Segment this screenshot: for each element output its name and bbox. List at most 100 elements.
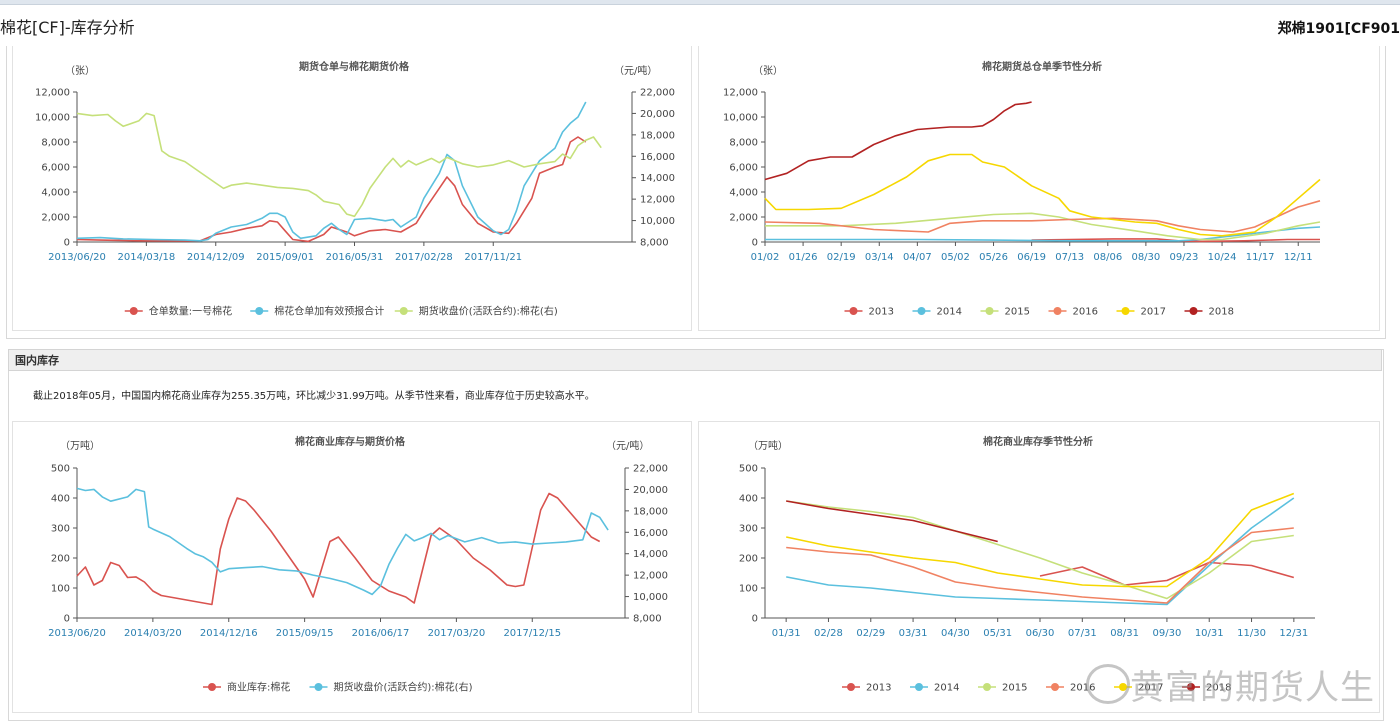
right-axis-unit: （元/吨） (614, 64, 657, 77)
legend-item: 2016 (1046, 683, 1095, 694)
x-tick-label: 03/14 (865, 252, 894, 263)
x-tick-label: 07/13 (1055, 252, 1084, 263)
inventory-note: 截止2018年05月，中国国内棉花商业库存为255.35万吨，环比减少31.99… (33, 391, 595, 402)
y-tick-label-left: 4,000 (729, 188, 758, 199)
legend-marker (849, 307, 858, 315)
legend-marker (1051, 683, 1059, 691)
legend-marker (399, 307, 408, 315)
legend-marker (983, 683, 991, 691)
x-tick-label: 2017/11/21 (464, 252, 522, 263)
y-tick-label-right: 12,000 (633, 571, 668, 582)
x-tick-label: 08/30 (1131, 252, 1160, 263)
y-tick-label-right: 8,000 (633, 614, 662, 625)
x-tick-label: 07/31 (1068, 628, 1097, 639)
y-tick-label-left: 200 (51, 554, 70, 565)
y-tick-label-left: 10,000 (35, 113, 70, 124)
y-tick-label-right: 16,000 (640, 152, 675, 163)
x-tick-label: 12/31 (1279, 628, 1308, 639)
left-axis-unit: （张） (65, 65, 95, 77)
y-tick-label-left: 300 (51, 524, 70, 535)
legend-item: 2018 (1182, 683, 1231, 694)
chart-title: 棉花期货总仓单季节性分析 (982, 60, 1102, 73)
right-axis-unit: （元/吨） (606, 439, 649, 452)
legend-label: 期货收盘价(活跃合约):棉花(右) (419, 305, 558, 318)
x-tick-label: 2016/05/31 (326, 252, 384, 263)
series-line (764, 101, 1032, 181)
legend-item: 2014 (912, 307, 962, 318)
legend-marker (1187, 683, 1195, 691)
legend-item: 仓单数量:一号棉花 (124, 305, 232, 318)
legend-item: 2018 (1184, 307, 1234, 318)
x-tick-label: 2016/06/17 (352, 628, 410, 639)
y-tick-label-left: 8,000 (729, 138, 758, 149)
x-tick-label: 10/31 (1195, 628, 1224, 639)
chart-title: 棉花商业库存与期货价格 (295, 435, 406, 448)
legend-marker (314, 683, 323, 691)
chart-c3: 棉花商业库存与期货价格 （万吨） （元/吨） 0 100 200 300 400 500 8,00… (48, 435, 668, 694)
chart-title: 期货仓单与棉花期货价格 (299, 60, 410, 73)
x-tick-label: 02/29 (856, 628, 885, 639)
series-line (786, 500, 1294, 600)
legend-item: 商业库存:棉花 (203, 681, 290, 694)
legend-marker (129, 307, 138, 315)
y-tick-label-left: 10,000 (723, 113, 758, 124)
x-tick-label: 2014/03/18 (118, 252, 176, 263)
browser-top-strip (0, 0, 1400, 5)
series-line (786, 500, 998, 543)
legend-label: 棉花仓单加有效预报合计 (274, 305, 384, 318)
y-tick-label-right: 22,000 (640, 88, 675, 99)
x-tick-label: 10/24 (1208, 252, 1237, 263)
legend-item: 2016 (1048, 307, 1098, 318)
chart-title: 棉花商业库存季节性分析 (983, 435, 1093, 448)
series-line (786, 497, 1295, 606)
series-line (76, 492, 601, 606)
left-axis-unit: （万吨） (748, 439, 788, 452)
x-tick-label: 12/11 (1284, 252, 1313, 263)
legend-label: 2017 (1138, 683, 1163, 694)
x-tick-label: 2015/09/15 (276, 628, 334, 639)
x-tick-label: 05/31 (983, 628, 1012, 639)
panel-warehouse-receipts (12, 46, 692, 331)
y-tick-label-left: 6,000 (729, 163, 758, 174)
y-tick-label-left: 400 (51, 494, 70, 505)
x-tick-label: 05/02 (941, 252, 970, 263)
legend-marker (985, 307, 994, 315)
y-tick-label-right: 20,000 (640, 109, 675, 120)
legend-label: 2013 (869, 307, 894, 318)
weibo-icon (1086, 664, 1130, 704)
x-tick-label: 05/26 (979, 252, 1008, 263)
series-line (786, 492, 1295, 588)
y-tick-label-right: 20,000 (633, 485, 668, 496)
legend-item: 2013 (844, 307, 894, 318)
y-tick-label-right: 14,000 (640, 173, 675, 184)
legend-label: 2014 (934, 683, 959, 694)
legend-marker (1189, 307, 1198, 315)
x-tick-label: 03/31 (899, 628, 928, 639)
y-tick-label-left: 12,000 (723, 88, 758, 99)
x-tick-label: 11/30 (1237, 628, 1266, 639)
legend-item: 2014 (910, 683, 959, 694)
section-header: 国内库存 (8, 349, 1382, 371)
y-tick-label-right: 10,000 (640, 216, 675, 227)
legend-label: 2014 (937, 307, 962, 318)
left-axis-unit: （万吨） (60, 439, 100, 452)
series-line (764, 200, 1321, 233)
x-tick-label: 01/26 (789, 252, 818, 263)
legend-label: 2018 (1206, 683, 1231, 694)
x-tick-label: 08/31 (1110, 628, 1139, 639)
legend-marker (1121, 307, 1130, 315)
y-tick-label-left: 2,000 (729, 213, 758, 224)
x-tick-label: 2013/06/20 (48, 252, 106, 263)
y-tick-label-right: 18,000 (640, 130, 675, 141)
x-tick-label: 01/02 (751, 252, 780, 263)
chart-c4: 棉花商业库存季节性分析 （万吨） 0 100 200 300 400 500 01/31 02/2… (739, 435, 1315, 694)
y-tick-label-left: 100 (51, 584, 70, 595)
x-tick-label: 08/06 (1093, 252, 1122, 263)
y-tick-label-left: 100 (739, 584, 758, 595)
y-tick-label-right: 10,000 (633, 592, 668, 603)
series-line (786, 527, 1294, 604)
y-tick-label-left: 0 (752, 614, 758, 625)
legend-marker (255, 307, 264, 315)
x-tick-label: 2013/06/20 (48, 628, 106, 639)
legend-marker (208, 683, 216, 691)
